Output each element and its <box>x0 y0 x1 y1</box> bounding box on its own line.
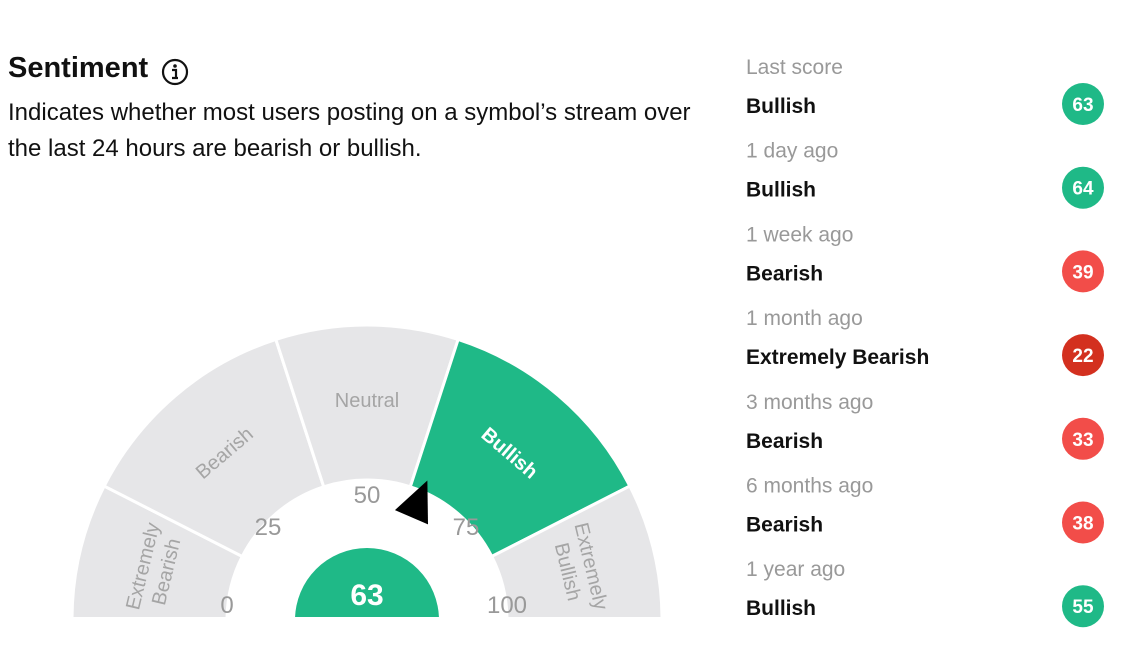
sentiment: Bearish <box>746 430 823 453</box>
title: Sentiment <box>8 52 149 84</box>
gauge-segment <box>102 337 326 559</box>
score-badge <box>1062 334 1104 377</box>
score: 64 <box>1072 179 1094 200</box>
period: 1 month ago <box>746 307 863 330</box>
sentiment: Bullish <box>746 597 816 620</box>
tick-label: 75 <box>453 514 480 541</box>
gauge-segment <box>408 337 632 559</box>
period: Last score <box>746 56 843 79</box>
score: 39 <box>1072 262 1093 283</box>
info-icon[interactable] <box>160 57 190 87</box>
sentiment: Bullish <box>746 95 816 118</box>
sentiment: Bullish <box>746 179 816 202</box>
period: 1 year ago <box>746 558 845 581</box>
tick-label: 50 <box>354 482 381 509</box>
score-badge <box>1062 501 1104 544</box>
description: Indicates whether most users posting on … <box>8 99 691 162</box>
score: 55 <box>1072 597 1094 618</box>
period: 1 week ago <box>746 223 853 246</box>
period: 1 day ago <box>746 140 838 163</box>
score: 33 <box>1072 430 1093 451</box>
gauge-segment <box>489 484 664 617</box>
score-badge <box>1062 417 1104 460</box>
segment-label-line: Neutral <box>335 390 399 412</box>
score: 63 <box>350 579 383 612</box>
score-badge <box>1062 250 1104 293</box>
score-badge <box>1062 83 1104 125</box>
tick-label: 0 <box>220 592 233 619</box>
period: 3 months ago <box>746 391 873 414</box>
score: 63 <box>1072 95 1093 116</box>
gauge: ExtremelyBearishBearishNeutralBullishExt… <box>70 323 664 619</box>
score: 22 <box>1072 346 1093 367</box>
needle <box>394 480 429 525</box>
sentiment: Bearish <box>746 262 823 285</box>
score-badge <box>1062 166 1104 209</box>
sentiment: Extremely Bearish <box>746 346 929 369</box>
sentiment: Bearish <box>746 514 823 537</box>
score-badge <box>295 548 439 617</box>
tick-label: 25 <box>255 514 282 541</box>
tick-label: 100 <box>487 592 527 619</box>
score: 38 <box>1072 514 1093 535</box>
period: 6 months ago <box>746 475 873 498</box>
score-badge <box>1062 585 1104 628</box>
segment-label: Neutral <box>335 390 399 412</box>
